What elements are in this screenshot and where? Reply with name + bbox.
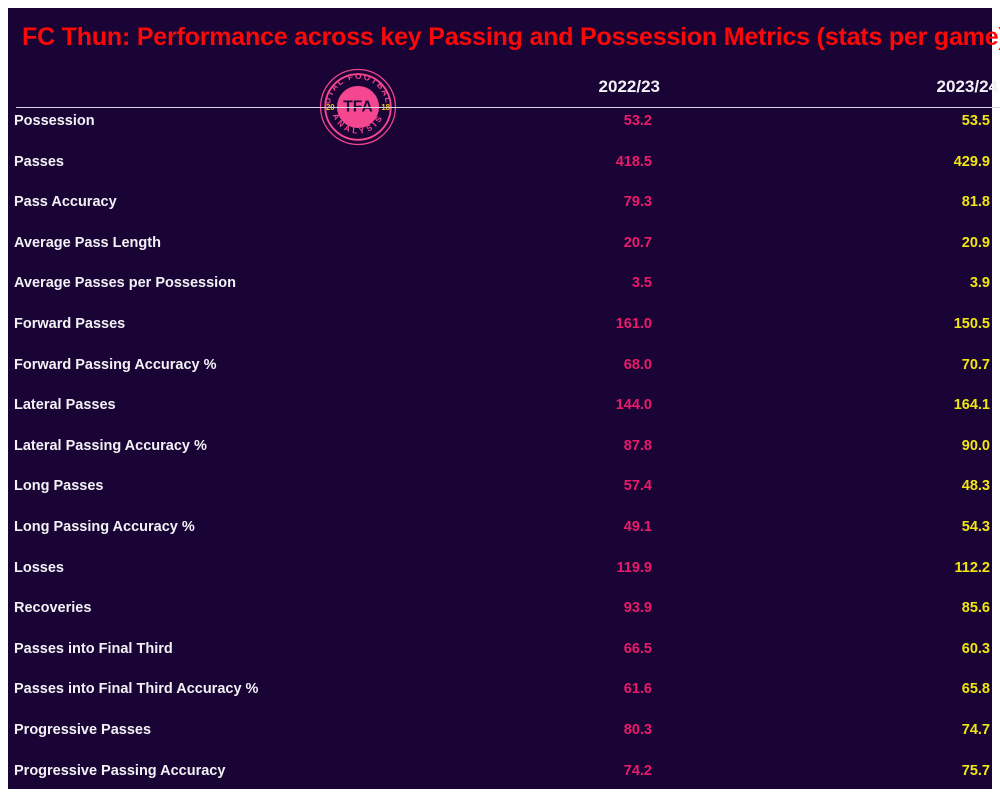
table-row: Long Passes 57.4 48.3	[0, 473, 1000, 499]
table-row: Forward Passing Accuracy % 68.0 70.7	[0, 352, 1000, 378]
metric-label: Long Passes	[14, 478, 104, 495]
value-2022-23: 93.9	[623, 600, 652, 617]
table-row: Average Pass Length 20.7 20.9	[0, 230, 1000, 256]
value-2022-23: 87.8	[623, 437, 652, 454]
table-row: Passes into Final Third 66.5 60.3	[0, 636, 1000, 662]
page-title: FC Thun: Performance across key Passing …	[22, 23, 1000, 51]
value-2022-23: 20.7	[623, 234, 652, 251]
metric-label: Possession	[14, 113, 95, 129]
metric-label: Passes	[14, 153, 64, 170]
metric-label: Long Passing Accuracy %	[14, 519, 195, 535]
value-2022-23: 61.6	[623, 681, 652, 698]
value-2023-24: 150.5	[953, 316, 990, 332]
metric-label: Lateral Passing Accuracy %	[14, 437, 207, 454]
metric-label: Forward Passing Accuracy %	[14, 356, 217, 373]
header-divider	[16, 107, 1000, 108]
metric-label: Pass Accuracy	[14, 194, 117, 211]
table-row: Long Passing Accuracy % 49.1 54.3	[0, 514, 1000, 540]
value-2023-24: 90.0	[961, 437, 990, 454]
metric-label: Forward Passes	[14, 316, 126, 332]
value-2023-24: 164.1	[953, 397, 990, 414]
value-2023-24: 3.9	[969, 275, 990, 292]
value-2022-23: 57.4	[623, 478, 652, 495]
value-2023-24: 81.8	[961, 194, 990, 211]
tfa-logo: TOTAL FOOTBALL ANALYSIS 20 18 TFA	[319, 68, 397, 146]
value-2022-23: 68.0	[623, 356, 652, 373]
table-row: Lateral Passing Accuracy % 87.8 90.0	[0, 433, 1000, 459]
table-row: Possession 53.2 53.5	[0, 108, 1000, 134]
value-2023-24: 429.9	[953, 153, 990, 170]
value-2023-24: 48.3	[961, 478, 990, 495]
value-2022-23: 49.1	[623, 519, 652, 535]
metric-label: Progressive Passes	[14, 722, 152, 738]
value-2022-23: 418.5	[615, 153, 652, 170]
metric-label: Passes into Final Third Accuracy %	[14, 681, 259, 698]
column-header-2022-23: 2022/23	[598, 77, 660, 96]
value-2023-24: 60.3	[961, 640, 990, 657]
value-2023-24: 112.2	[954, 559, 991, 576]
value-2022-23: 3.5	[631, 275, 652, 292]
table-row: Pass Accuracy 79.3 81.8	[0, 189, 1000, 215]
value-2022-23: 79.3	[623, 194, 652, 211]
figure-canvas: FC Thun: Performance across key Passing …	[8, 8, 1000, 789]
metric-label: Average Pass Length	[14, 234, 161, 251]
value-2022-23: 66.5	[623, 640, 652, 657]
table-row: Average Passes per Possession 3.5 3.9	[0, 270, 1000, 296]
metric-label: Recoveries	[14, 600, 92, 617]
metric-label: Average Passes per Possession	[14, 275, 236, 292]
table-row: Recoveries 93.9 85.6	[0, 595, 1000, 621]
value-2023-24: 54.3	[961, 519, 990, 535]
value-2022-23: 74.2	[623, 762, 652, 779]
value-2022-23: 80.3	[623, 722, 652, 738]
table-row: Progressive Passes 80.3 74.7	[0, 717, 1000, 743]
table-row: Lateral Passes 144.0 164.1	[0, 392, 1000, 418]
value-2023-24: 75.7	[961, 762, 990, 779]
value-2022-23: 161.0	[615, 316, 652, 332]
value-2023-24: 65.8	[961, 681, 990, 698]
value-2023-24: 53.5	[961, 113, 990, 129]
column-header-2023-24: 2023/24	[936, 77, 998, 96]
value-2023-24: 85.6	[961, 600, 990, 617]
value-2023-24: 70.7	[961, 356, 990, 373]
table-row: Passes 418.5 429.9	[0, 149, 1000, 175]
value-2022-23: 119.9	[616, 559, 653, 576]
value-2023-24: 20.9	[961, 234, 990, 251]
metric-label: Losses	[14, 559, 64, 576]
table-row: Losses 119.9 112.2	[0, 555, 1000, 581]
metric-label: Lateral Passes	[14, 397, 116, 414]
value-2023-24: 74.7	[961, 722, 990, 738]
value-2022-23: 144.0	[615, 397, 652, 414]
value-2022-23: 53.2	[623, 113, 652, 129]
metric-label: Passes into Final Third	[14, 640, 173, 657]
table-row: Forward Passes 161.0 150.5	[0, 311, 1000, 337]
metric-label: Progressive Passing Accuracy	[14, 762, 226, 779]
table-row: Progressive Passing Accuracy 74.2 75.7	[0, 758, 1000, 784]
table-row: Passes into Final Third Accuracy % 61.6 65…	[0, 676, 1000, 702]
